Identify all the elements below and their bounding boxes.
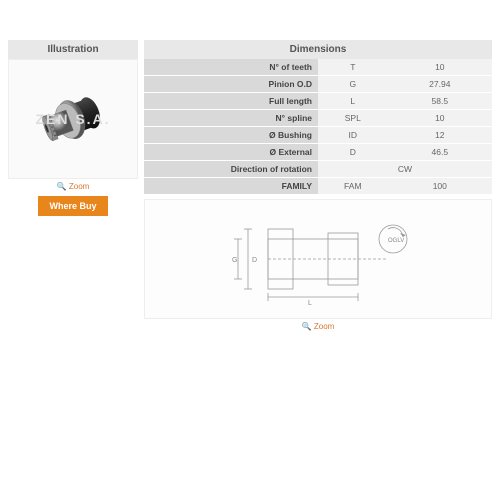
table-row: Ø ExternalD46.5 — [144, 144, 492, 161]
dim-label: Full length — [144, 93, 318, 110]
dim-value: 27.94 — [388, 76, 492, 93]
dim-code: G — [318, 76, 388, 93]
dim-label: Ø External — [144, 144, 318, 161]
table-row: Full lengthL58.5 — [144, 93, 492, 110]
dim-value: 46.5 — [388, 144, 492, 161]
svg-text:G: G — [232, 257, 237, 264]
dim-value: 12 — [388, 127, 492, 144]
dim-label: Ø Bushing — [144, 127, 318, 144]
technical-diagram: G D L OGLV — [208, 209, 428, 309]
dimensions-header: Dimensions — [144, 40, 492, 59]
illustration-box: ZEN S.A. — [8, 59, 138, 179]
dim-value: 100 — [388, 178, 492, 195]
dim-value: 10 — [388, 59, 492, 76]
dim-label: Pinion O.D — [144, 76, 318, 93]
svg-text:OGLV: OGLV — [388, 238, 404, 244]
dim-label: N° of teeth — [144, 59, 318, 76]
zoom-diagram-link[interactable]: Zoom — [144, 319, 492, 334]
dim-code: ID — [318, 127, 388, 144]
dim-label: N° spline — [144, 110, 318, 127]
zoom-illustration-link[interactable]: Zoom — [8, 179, 138, 194]
dim-code: SPL — [318, 110, 388, 127]
dim-code: T — [318, 59, 388, 76]
part-illustration — [28, 74, 118, 164]
dim-code: D — [318, 144, 388, 161]
table-row: Ø BushingID12 — [144, 127, 492, 144]
illustration-header: Illustration — [8, 40, 138, 59]
dim-label: FAMILY — [144, 178, 318, 195]
table-row: N° of teethT10 — [144, 59, 492, 76]
technical-diagram-box: G D L OGLV — [144, 199, 492, 319]
dim-value: 58.5 — [388, 93, 492, 110]
dim-code: FAM — [318, 178, 388, 195]
table-row: Pinion O.DG27.94 — [144, 76, 492, 93]
svg-text:L: L — [308, 300, 312, 307]
dim-label: Direction of rotation — [144, 161, 318, 178]
table-row: Direction of rotationCW — [144, 161, 492, 178]
dimensions-table: N° of teethT10 Pinion O.DG27.94 Full len… — [144, 59, 492, 195]
dim-code: L — [318, 93, 388, 110]
svg-text:D: D — [252, 257, 257, 264]
table-row: N° splineSPL10 — [144, 110, 492, 127]
table-row: FAMILYFAM100 — [144, 178, 492, 195]
dim-value: CW — [318, 161, 492, 178]
dim-value: 10 — [388, 110, 492, 127]
where-buy-button[interactable]: Where Buy — [38, 196, 108, 216]
